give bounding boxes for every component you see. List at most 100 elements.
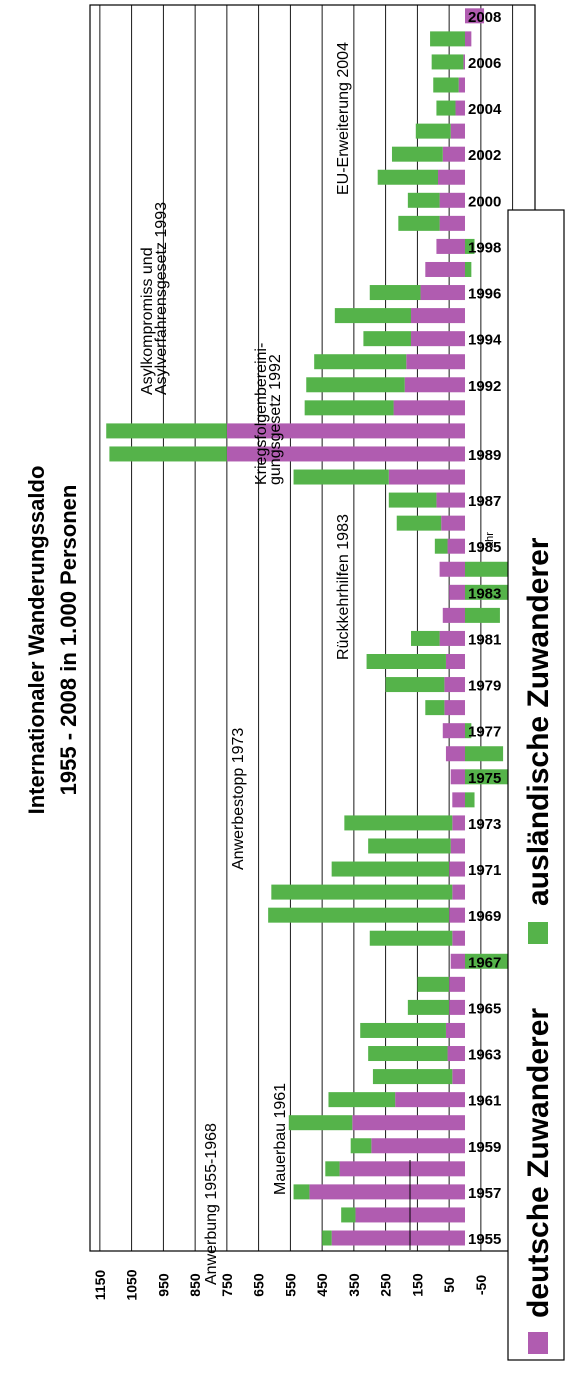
bar-deutsche-2004 — [455, 100, 465, 116]
bar-auslaendische-1980 — [366, 654, 446, 669]
bar-deutsche-1976 — [445, 746, 465, 762]
bar-auslaendische-1965 — [407, 999, 450, 1015]
bars — [106, 8, 529, 1246]
bar-auslaendische-1957 — [293, 1184, 310, 1200]
bar-deutsche-1979 — [444, 677, 465, 693]
bar-deutsche-1989 — [226, 446, 465, 462]
tick-label: 650 — [251, 1273, 267, 1297]
annotation-text: gungsgesetz 1992 — [267, 354, 284, 485]
bar-auslaendische-2006 — [431, 54, 464, 70]
chart-title-group: Internationaler Wanderungssaldo 1955 - 20… — [24, 466, 81, 815]
bar-deutsche-1959 — [371, 1138, 465, 1154]
bar-deutsche-2001 — [438, 169, 465, 185]
tick-label: 1150 — [92, 1270, 108, 1301]
year-label: 1975 — [468, 770, 501, 787]
bar-deutsche-1964 — [445, 1022, 465, 1038]
year-label: 1983 — [468, 585, 501, 602]
bar-deutsche-1962 — [452, 1069, 465, 1085]
bar-auslaendische-1982 — [465, 607, 500, 623]
year-label: 2008 — [468, 9, 501, 26]
year-label: 1994 — [468, 332, 502, 349]
bar-auslaendische-1993 — [314, 354, 407, 370]
tick-label: 750 — [219, 1273, 235, 1297]
bar-auslaendische-1961 — [328, 1092, 396, 1108]
bar-auslaendische-1970 — [271, 884, 453, 900]
bar-auslaendische-1988 — [293, 469, 389, 485]
bar-auslaendische-1968 — [369, 930, 453, 946]
bar-auslaendische-2003 — [415, 123, 451, 139]
bar-deutsche-1988 — [388, 469, 465, 485]
year-label: 1963 — [468, 1047, 501, 1064]
bar-deutsche-1957 — [309, 1184, 465, 1200]
bar-deutsche-1971 — [449, 861, 465, 877]
bar-auslaendische-1994 — [363, 331, 412, 347]
bar-auslaendische-1977 — [465, 723, 472, 739]
bar-deutsche-1966 — [449, 976, 465, 992]
bar-deutsche-1980 — [445, 654, 465, 669]
tick-label: 950 — [155, 1273, 171, 1297]
year-label: 2002 — [468, 147, 501, 164]
year-label: 1992 — [468, 378, 501, 395]
bar-deutsche-1990 — [226, 423, 465, 439]
legend: deutsche Zuwanderer ausländische Zuwander… — [507, 209, 565, 1361]
year-label: 1961 — [468, 1093, 501, 1110]
legend-box — [507, 209, 565, 1361]
bar-auslaendische-1966 — [417, 976, 450, 992]
year-label: 1955 — [468, 1231, 501, 1248]
bar-deutsche-1999 — [439, 215, 465, 231]
year-label: 1965 — [468, 1000, 501, 1017]
bar-auslaendische-1979 — [385, 677, 445, 693]
annotation-text: EU-Erweiterung 2004 — [335, 42, 352, 195]
bar-deutsche-1998 — [436, 238, 465, 254]
year-labels: 1955 1957 1959 1961 1963 1965 1967 1969 1971 1973… — [468, 9, 502, 1248]
bar-auslaendische-1960 — [288, 1115, 353, 1131]
tick-label: 150 — [409, 1273, 425, 1297]
bar-deutsche-2006 — [463, 54, 465, 70]
bar-auslaendische-2007 — [430, 31, 465, 47]
chart-title: Internationaler Wanderungssaldo — [24, 466, 49, 815]
year-label: 1967 — [468, 954, 501, 971]
bar-deutsche-1963 — [447, 1046, 465, 1062]
bar-deutsche-1996 — [420, 285, 465, 301]
bar-deutsche-2002 — [442, 146, 465, 162]
annotation-text: Asylkompromiss und — [139, 247, 156, 395]
bar-deutsche-1968 — [452, 930, 465, 946]
bar-deutsche-1997 — [425, 261, 465, 277]
bar-auslaendische-1983 — [465, 584, 513, 600]
bar-deutsche-1992 — [404, 377, 465, 393]
annotation-text: Anwerbestopp 1973 — [230, 728, 247, 870]
year-label: 1973 — [468, 816, 501, 833]
year-label: 1971 — [468, 862, 501, 879]
bar-deutsche-1960 — [352, 1115, 465, 1131]
bar-auslaendische-2004 — [436, 100, 456, 116]
bar-auslaendische-1958 — [325, 1161, 340, 1177]
tick-label: 350 — [346, 1273, 362, 1297]
bar-deutsche-1981 — [439, 630, 465, 646]
bar-auslaendische-1956 — [341, 1207, 356, 1223]
bar-deutsche-1967 — [450, 953, 465, 969]
bar-deutsche-1972 — [450, 838, 465, 854]
plot-frame — [89, 4, 536, 1252]
tick-label: 250 — [378, 1273, 394, 1297]
year-label: 2006 — [468, 55, 501, 72]
bar-deutsche-1983 — [449, 584, 465, 600]
year-label: 1959 — [468, 1139, 501, 1156]
bar-auslaendische-1972 — [368, 838, 451, 854]
tick-label: -50 — [473, 1275, 489, 1295]
year-label: 2004 — [468, 101, 502, 118]
annotation-text: Asylverfahrensgesetz 1993 — [153, 202, 170, 395]
tick-label: 450 — [314, 1273, 330, 1297]
annotation-text: Kriegsfolgenbereini- — [253, 343, 270, 485]
bar-deutsche-1977 — [442, 723, 465, 739]
grid-lines — [89, 4, 536, 1252]
year-label: 1996 — [468, 286, 501, 303]
bar-auslaendische-1992 — [306, 377, 405, 393]
annotation-text: Anwerbung 1955-1968 — [203, 1123, 220, 1285]
bar-auslaendische-1978 — [425, 700, 445, 716]
bar-auslaendische-2001 — [377, 169, 439, 185]
bar-deutsche-1993 — [406, 354, 465, 370]
year-label: 1987 — [468, 493, 501, 510]
bar-deutsche-1991 — [393, 400, 465, 416]
